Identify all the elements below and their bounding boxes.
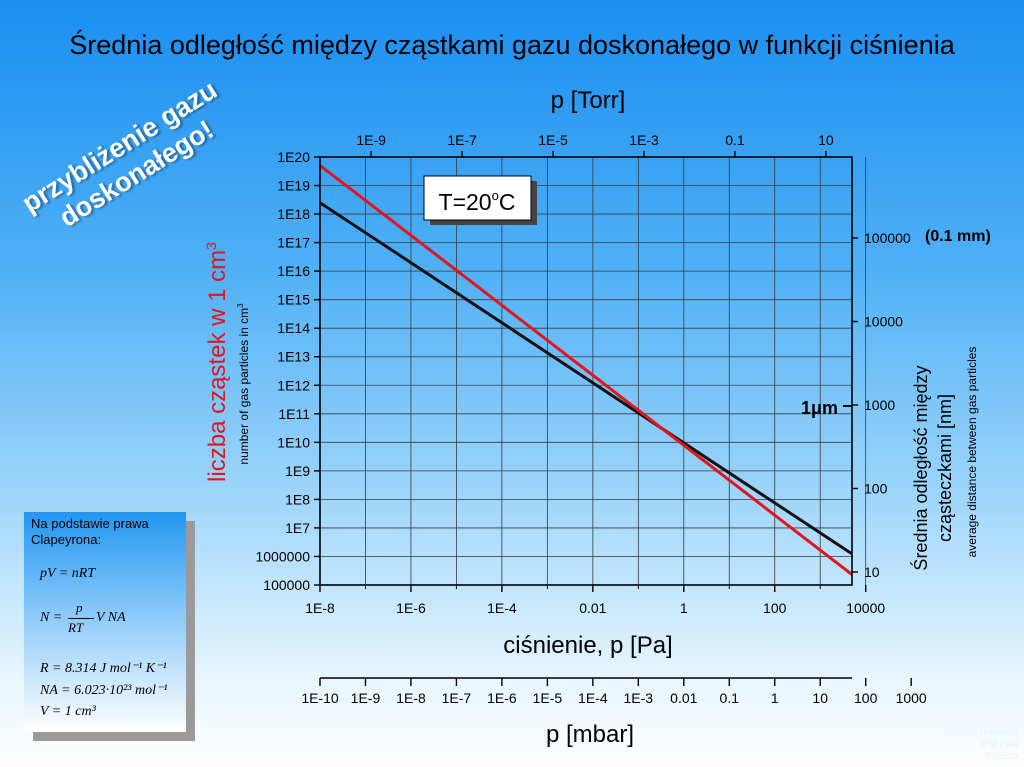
chart-ticks — [314, 151, 867, 592]
chart-tick-labels: 1E-8 1E-6 1E-4 0.01 1 100 10000 1E-9 1E-7 1E-5 1E-… — [255, 132, 910, 616]
temp-sup: o — [492, 188, 499, 203]
y-left-tick-label: 1E10 — [277, 434, 310, 450]
mbar-tick-label: 1E-5 — [533, 690, 563, 706]
y-left-tick-label: 1E11 — [278, 406, 310, 422]
mbar-tick-label: 1E-7 — [442, 690, 472, 706]
equation-gas-constant: R = 8.314 J mol⁻¹ K⁻¹ — [40, 661, 167, 676]
equation-fraction-bar — [68, 618, 94, 619]
y-right-tick-label: 100 — [864, 481, 888, 497]
y-left-tick-label: 1E19 — [277, 178, 310, 194]
x-tick-label: 1E-8 — [305, 600, 335, 616]
mbar-tick-label: 100 — [854, 690, 878, 706]
y-left-tick-label: 1E18 — [277, 206, 310, 222]
y-right-tick-label: 1000 — [864, 397, 895, 413]
marker-01mm: (0.1 mm) — [925, 228, 991, 245]
credits-institute: IFM PAN — [981, 739, 1018, 749]
top-tick-label: 0.1 — [725, 132, 745, 148]
mbar-tick-label: 1E-3 — [624, 690, 654, 706]
top-tick-label: 1E-3 — [629, 132, 659, 148]
temp-base: T=20 — [439, 189, 492, 215]
mbar-tick-label: 1E-10 — [301, 690, 339, 706]
temp-annotation: T=20oC — [439, 188, 516, 215]
mbar-tick-label: 1E-8 — [396, 690, 426, 706]
page-title: Średnia odległość między cząstkami gazu … — [69, 30, 955, 60]
mean-distance-line — [319, 164, 853, 576]
y-left-title: liczba cząstek w 1 cm3 — [203, 242, 231, 482]
mbar-tick-label: 0.01 — [670, 690, 697, 706]
chart-grid — [319, 156, 867, 586]
particle-count-line — [319, 201, 853, 556]
credits-city: Poznań — [985, 751, 1018, 761]
y-right-title-1: Średnia odległość między — [910, 365, 931, 570]
y-left-title-sup: 3 — [203, 242, 219, 250]
credits: Maciej Urbaniak IFM PAN Poznań — [949, 726, 1018, 762]
y-left-title-text: liczba cząstek w 1 cm — [204, 250, 231, 482]
y-left-tick-label: 1E15 — [277, 292, 310, 308]
mbar-tick-label: 1E-6 — [487, 690, 517, 706]
plot-frame — [319, 156, 853, 586]
note-heading: Na podstawie prawa Clapeyrona: — [31, 516, 149, 547]
y-left-tick-label: 1E17 — [277, 235, 310, 251]
mbar-ticks: 1E-10 1E-9 1E-8 1E-7 1E-6 1E-5 1E-4 1E-3 0.01 0.1… — [301, 678, 927, 706]
y-left-tick-label: 1E16 — [277, 263, 310, 279]
temp-unit: C — [499, 189, 516, 215]
equation-n-rhs: V NA — [96, 610, 126, 625]
equation-ideal-gas: pV = nRT — [40, 566, 96, 581]
y-left-tick-label: 1E20 — [277, 149, 310, 165]
marker-1um: 1μm — [801, 398, 838, 418]
top-tick-label: 1E-9 — [356, 132, 386, 148]
equation-n-lhs: N = — [40, 610, 63, 625]
x-tick-label: 1E-4 — [487, 600, 517, 616]
mbar-tick-label: 1E-9 — [351, 690, 381, 706]
mbar-tick-label: 0.1 — [720, 690, 740, 706]
y-right-subtitle: average distance between gas particles — [965, 347, 979, 558]
y-right-tick-label: 100000 — [864, 230, 911, 246]
equation-avogadro: NA = 6.023·10²³ mol⁻¹ — [40, 683, 168, 698]
mbar-axis-title: p [mbar] — [546, 721, 634, 748]
y-left-tick-label: 1E13 — [277, 349, 310, 365]
y-left-tick-label: 100000 — [263, 577, 310, 593]
chart-curves — [319, 164, 853, 576]
temp-box — [423, 175, 532, 221]
x-tick-label: 0.01 — [579, 600, 606, 616]
mbar-tick-label: 10 — [812, 690, 828, 706]
top-axis-title: p [Torr] — [551, 87, 626, 114]
equation-n-numerator: p — [76, 600, 83, 615]
y-left-tick-label: 1E14 — [277, 320, 310, 336]
y-right-title-2: cząsteczkami [nm] — [935, 394, 955, 542]
mbar-tick-label: 1E-4 — [578, 690, 608, 706]
x-tick-label: 100 — [763, 600, 787, 616]
equation-volume: V = 1 cm³ — [40, 704, 96, 719]
y-left-subtitle: number of gas particles in cm3 — [236, 303, 251, 465]
top-tick-label: 1E-5 — [538, 132, 568, 148]
y-left-tick-label: 1E12 — [277, 377, 310, 393]
clapeyron-note: Na podstawie prawa Clapeyrona: pV = nRT … — [24, 512, 186, 732]
x-tick-label: 1E-6 — [396, 600, 426, 616]
x-tick-label: 10000 — [846, 600, 885, 616]
mbar-tick-label: 1 — [771, 690, 779, 706]
credits-author: Maciej Urbaniak — [949, 727, 1018, 737]
y-left-subtitle-sup: 3 — [236, 303, 245, 308]
top-tick-label: 1E-7 — [447, 132, 477, 148]
y-left-tick-label: 1E9 — [285, 463, 310, 479]
equation-n-denominator: RT — [68, 620, 84, 635]
y-right-tick-label: 10000 — [864, 314, 903, 330]
y-right-tick-label: 10 — [864, 564, 880, 580]
top-tick-label: 10 — [818, 132, 834, 148]
x-axis-title: ciśnienie, p [Pa] — [503, 632, 672, 659]
y-left-tick-label: 1E7 — [285, 520, 310, 536]
y-left-subtitle-text: number of gas particles in cm — [237, 308, 251, 465]
mbar-tick-label: 1000 — [896, 690, 927, 706]
y-left-tick-label: 1E8 — [285, 491, 310, 507]
y-left-tick-label: 1000000 — [255, 548, 310, 564]
x-tick-label: 1 — [680, 600, 688, 616]
